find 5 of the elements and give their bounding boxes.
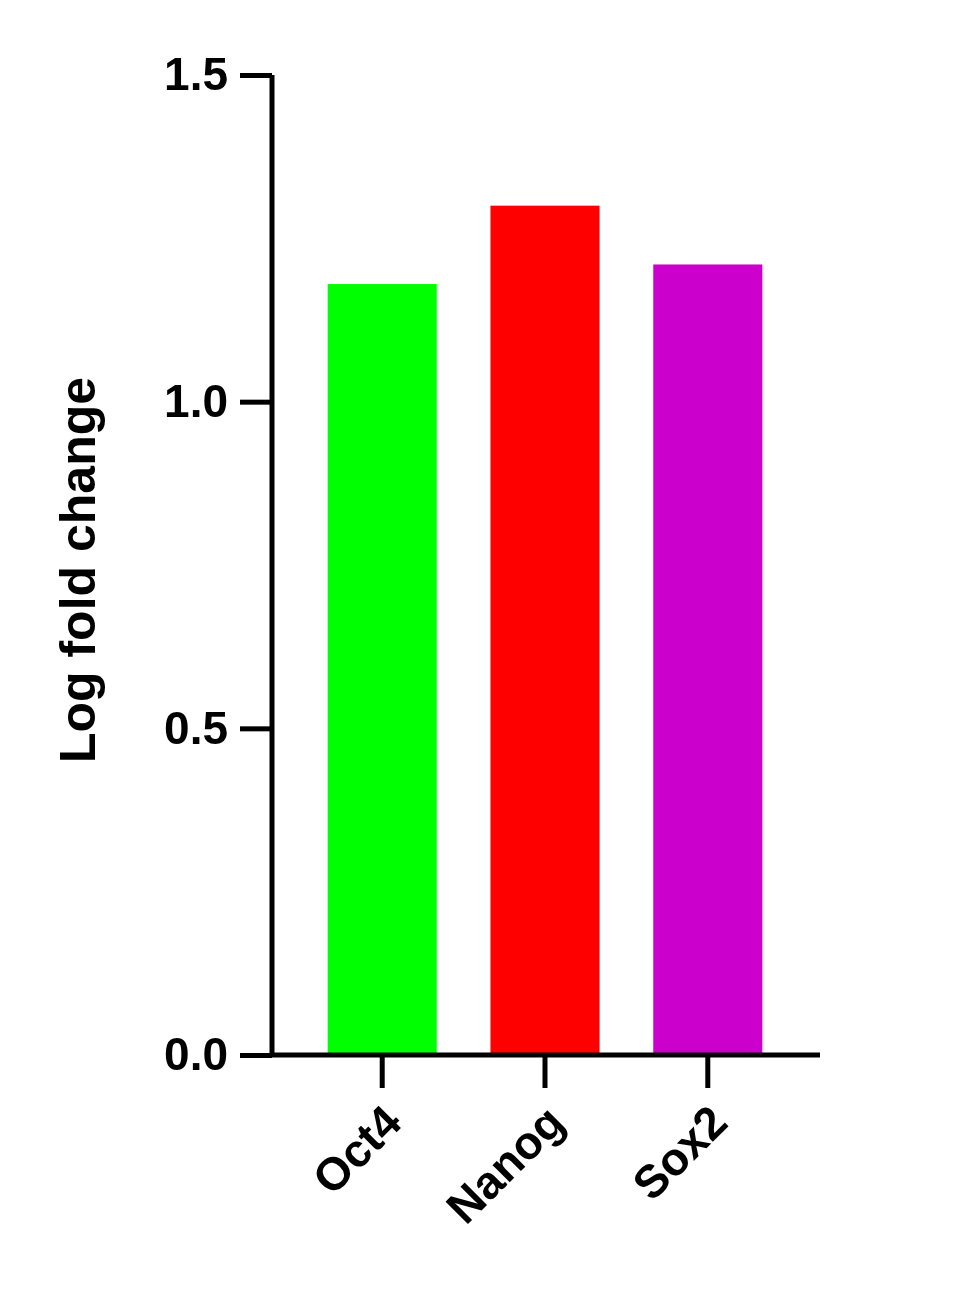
y-tick-label: 1.0 bbox=[164, 374, 228, 427]
y-axis-title: Log fold change bbox=[50, 376, 106, 764]
y-tick-label: 1.5 bbox=[164, 48, 228, 101]
y-tick-label: 0.5 bbox=[164, 701, 228, 754]
y-tick-label: 0.0 bbox=[164, 1028, 228, 1081]
